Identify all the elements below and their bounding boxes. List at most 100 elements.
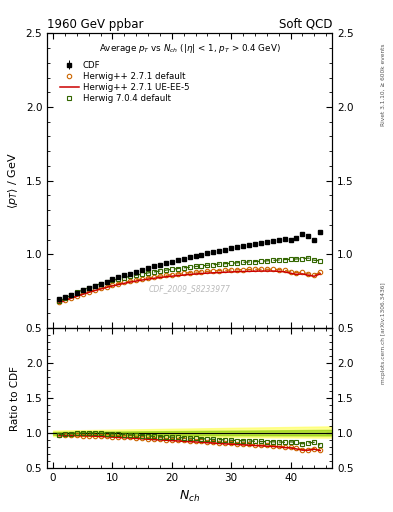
Herwig++ 2.7.1 default: [247, 266, 252, 272]
Herwig 7.0.4 default: [235, 260, 239, 266]
Herwig++ 2.7.1 UE-EE-5: [241, 268, 245, 274]
Herwig 7.0.4 default: [306, 255, 311, 261]
Herwig++ 2.7.1 UE-EE-5: [193, 271, 198, 277]
Herwig++ 2.7.1 default: [312, 272, 317, 278]
Herwig++ 2.7.1 default: [223, 267, 228, 273]
Herwig++ 2.7.1 default: [259, 266, 263, 272]
Herwig 7.0.4 default: [181, 265, 186, 271]
Herwig++ 2.7.1 UE-EE-5: [57, 300, 61, 306]
Herwig++ 2.7.1 default: [211, 268, 216, 274]
Herwig++ 2.7.1 default: [140, 276, 145, 282]
Herwig++ 2.7.1 default: [193, 269, 198, 275]
Herwig 7.0.4 default: [193, 263, 198, 269]
Herwig++ 2.7.1 default: [294, 270, 299, 276]
Herwig 7.0.4 default: [86, 285, 91, 291]
Herwig++ 2.7.1 default: [276, 267, 281, 273]
Herwig++ 2.7.1 UE-EE-5: [110, 283, 115, 289]
Herwig 7.0.4 default: [57, 298, 61, 304]
Herwig++ 2.7.1 UE-EE-5: [187, 271, 192, 278]
Text: Soft QCD: Soft QCD: [279, 18, 332, 31]
Herwig 7.0.4 default: [92, 283, 97, 289]
Herwig 7.0.4 default: [169, 266, 174, 272]
Herwig++ 2.7.1 default: [181, 270, 186, 276]
Herwig++ 2.7.1 default: [98, 285, 103, 291]
Herwig++ 2.7.1 default: [175, 271, 180, 277]
Herwig++ 2.7.1 default: [264, 266, 269, 272]
Herwig++ 2.7.1 default: [110, 282, 115, 288]
Herwig++ 2.7.1 UE-EE-5: [294, 271, 299, 278]
Herwig++ 2.7.1 default: [229, 267, 233, 273]
Herwig++ 2.7.1 UE-EE-5: [211, 270, 216, 276]
Y-axis label: $\langle p_T \rangle$ / GeV: $\langle p_T \rangle$ / GeV: [6, 153, 20, 209]
Herwig++ 2.7.1 default: [300, 269, 305, 275]
Herwig++ 2.7.1 default: [152, 274, 156, 280]
Herwig 7.0.4 default: [241, 259, 245, 265]
Herwig++ 2.7.1 UE-EE-5: [62, 297, 67, 304]
Text: Average $p_T$ vs $N_{ch}$ ($|\eta|$ < 1, $p_T$ > 0.4 GeV): Average $p_T$ vs $N_{ch}$ ($|\eta|$ < 1,…: [99, 42, 281, 55]
Herwig 7.0.4 default: [110, 278, 115, 284]
Herwig++ 2.7.1 default: [128, 278, 132, 284]
Herwig++ 2.7.1 UE-EE-5: [152, 275, 156, 281]
Herwig++ 2.7.1 UE-EE-5: [223, 269, 228, 275]
Herwig 7.0.4 default: [211, 262, 216, 268]
Herwig 7.0.4 default: [270, 258, 275, 264]
Line: Herwig 7.0.4 default: Herwig 7.0.4 default: [57, 256, 322, 304]
Herwig 7.0.4 default: [116, 276, 121, 282]
Herwig 7.0.4 default: [187, 264, 192, 270]
Herwig++ 2.7.1 UE-EE-5: [229, 269, 233, 275]
Herwig++ 2.7.1 default: [205, 268, 210, 274]
Herwig++ 2.7.1 default: [92, 287, 97, 293]
Herwig++ 2.7.1 default: [57, 299, 61, 305]
Herwig++ 2.7.1 UE-EE-5: [270, 268, 275, 274]
Herwig++ 2.7.1 UE-EE-5: [81, 291, 85, 297]
Herwig++ 2.7.1 UE-EE-5: [235, 269, 239, 275]
Herwig++ 2.7.1 UE-EE-5: [247, 268, 252, 274]
Herwig++ 2.7.1 UE-EE-5: [175, 272, 180, 279]
Herwig++ 2.7.1 default: [146, 275, 151, 281]
Text: CDF_2009_S8233977: CDF_2009_S8233977: [149, 284, 231, 293]
Herwig 7.0.4 default: [140, 271, 145, 277]
Herwig++ 2.7.1 UE-EE-5: [199, 270, 204, 276]
Herwig++ 2.7.1 UE-EE-5: [122, 280, 127, 286]
Herwig++ 2.7.1 UE-EE-5: [318, 271, 323, 277]
Herwig++ 2.7.1 default: [86, 289, 91, 295]
Herwig++ 2.7.1 UE-EE-5: [116, 282, 121, 288]
Herwig 7.0.4 default: [81, 287, 85, 293]
Line: Herwig++ 2.7.1 default: Herwig++ 2.7.1 default: [57, 267, 322, 304]
Herwig 7.0.4 default: [205, 262, 210, 268]
Herwig++ 2.7.1 default: [158, 273, 162, 279]
Herwig++ 2.7.1 UE-EE-5: [86, 289, 91, 295]
Herwig++ 2.7.1 default: [134, 277, 139, 283]
Herwig++ 2.7.1 default: [62, 297, 67, 303]
Herwig 7.0.4 default: [62, 295, 67, 302]
Herwig++ 2.7.1 UE-EE-5: [92, 288, 97, 294]
Herwig++ 2.7.1 default: [81, 291, 85, 297]
Herwig++ 2.7.1 UE-EE-5: [104, 284, 109, 290]
Herwig++ 2.7.1 UE-EE-5: [98, 286, 103, 292]
Text: 1960 GeV ppbar: 1960 GeV ppbar: [47, 18, 144, 31]
Herwig 7.0.4 default: [318, 258, 323, 264]
Herwig++ 2.7.1 default: [122, 279, 127, 285]
Herwig++ 2.7.1 default: [318, 269, 323, 275]
Herwig++ 2.7.1 UE-EE-5: [75, 293, 79, 300]
Herwig 7.0.4 default: [122, 274, 127, 281]
Herwig++ 2.7.1 default: [163, 272, 168, 279]
Herwig 7.0.4 default: [282, 257, 287, 263]
Herwig++ 2.7.1 default: [169, 271, 174, 278]
Herwig++ 2.7.1 default: [116, 281, 121, 287]
Herwig++ 2.7.1 UE-EE-5: [288, 270, 293, 276]
Herwig 7.0.4 default: [312, 257, 317, 263]
Herwig 7.0.4 default: [229, 260, 233, 266]
Herwig++ 2.7.1 UE-EE-5: [140, 277, 145, 283]
Herwig 7.0.4 default: [259, 258, 263, 264]
Herwig 7.0.4 default: [104, 279, 109, 285]
Herwig++ 2.7.1 default: [75, 292, 79, 298]
Herwig++ 2.7.1 default: [235, 267, 239, 273]
Herwig++ 2.7.1 UE-EE-5: [276, 268, 281, 274]
Herwig++ 2.7.1 UE-EE-5: [282, 269, 287, 275]
Herwig++ 2.7.1 UE-EE-5: [312, 273, 317, 279]
Herwig++ 2.7.1 UE-EE-5: [128, 279, 132, 285]
X-axis label: $N_{ch}$: $N_{ch}$: [179, 489, 200, 504]
Herwig++ 2.7.1 UE-EE-5: [146, 276, 151, 282]
Herwig++ 2.7.1 UE-EE-5: [134, 278, 139, 284]
